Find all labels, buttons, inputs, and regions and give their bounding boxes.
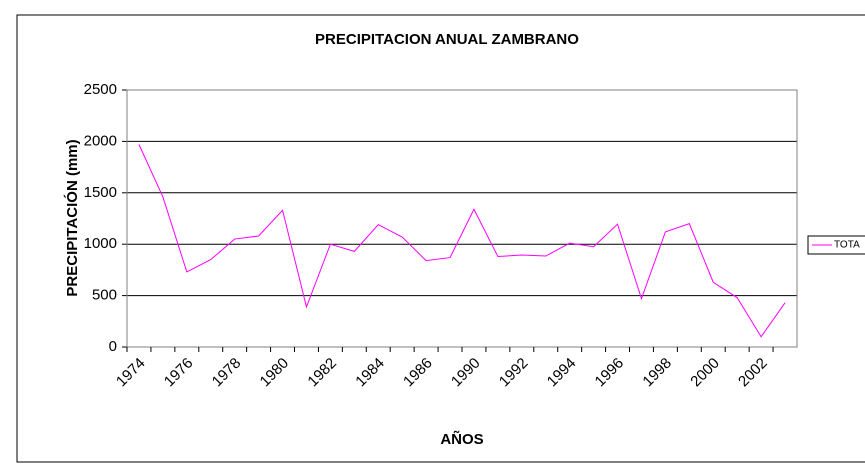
line-series [138, 144, 786, 338]
y-axis-label: PRECIPITACIÓN (mm) [63, 139, 81, 296]
y-tick-label: 2500 [84, 81, 117, 98]
y-tick-label: 0 [109, 338, 117, 355]
y-tick-label: 500 [92, 287, 117, 304]
y-tick-label: 1000 [84, 235, 117, 252]
y-tick-label: 2000 [84, 132, 117, 149]
chart-title: PRECIPITACION ANUAL ZAMBRANO [315, 31, 579, 48]
y-tick-label: 1500 [84, 184, 117, 201]
legend-label: TOTA [834, 240, 860, 251]
chart-border [16, 14, 865, 463]
legend-box [807, 235, 865, 255]
x-axis-label: AÑOS [440, 430, 483, 448]
